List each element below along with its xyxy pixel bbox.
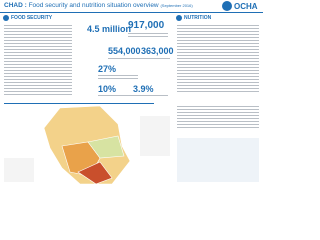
legend-box	[4, 158, 34, 182]
paragraph	[177, 106, 259, 130]
caption	[108, 58, 170, 61]
figure: 363,000	[141, 46, 174, 56]
map-title	[4, 103, 154, 106]
figure: 554,000	[108, 46, 141, 56]
figure: 10%	[98, 84, 117, 94]
caption	[98, 75, 138, 81]
header-title: CHAD : Food security and nutrition situa…	[4, 2, 193, 9]
chart-panel	[177, 138, 259, 182]
map	[4, 106, 170, 185]
caption	[128, 33, 168, 39]
paragraph	[177, 25, 259, 94]
figure: 3.9%	[133, 84, 154, 94]
nutrition-icon	[176, 15, 182, 21]
figure: 917,000	[128, 20, 165, 31]
title: Food security and nutrition situation ov…	[28, 2, 159, 9]
section-heading: FOOD SECURITY	[11, 15, 53, 21]
logo: OCHA	[234, 2, 258, 11]
country: CHAD :	[4, 2, 27, 9]
date: (September 2016)	[160, 3, 193, 8]
region	[77, 161, 113, 185]
section-heading: NUTRITION	[184, 15, 212, 21]
caption	[98, 95, 168, 98]
figure: 27%	[98, 64, 117, 74]
legend-box	[140, 116, 170, 156]
paragraph	[4, 25, 72, 97]
region	[87, 135, 125, 159]
logo-icon	[222, 1, 232, 11]
food-icon	[3, 15, 9, 21]
page: CHAD : Food security and nutrition situa…	[0, 1, 263, 185]
figure: 4.5 million	[87, 24, 132, 34]
header-rule	[0, 12, 263, 13]
